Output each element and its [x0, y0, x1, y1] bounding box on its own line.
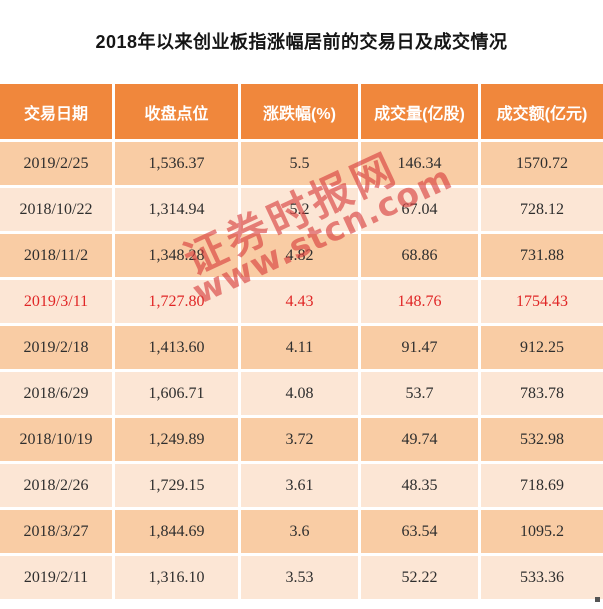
cell-turnover: 783.78	[481, 372, 603, 415]
cell-close-point: 1,348.28	[115, 234, 238, 277]
cell-change-pct: 4.82	[241, 234, 358, 277]
cell-turnover: 1570.72	[481, 142, 603, 185]
cell-volume: 68.86	[361, 234, 478, 277]
cell-close-point: 1,727.80	[115, 280, 238, 323]
table-row: 2019/2/25 1,536.37 5.5 146.34 1570.72	[0, 142, 603, 185]
cell-volume: 53.7	[361, 372, 478, 415]
selection-handle-artifact	[595, 597, 600, 602]
table-row: 2018/11/2 1,348.28 4.82 68.86 731.88	[0, 234, 603, 277]
column-header-turnover: 成交额(亿元)	[481, 84, 603, 139]
cell-trade-date: 2018/11/2	[0, 234, 112, 277]
cell-turnover: 1095.2	[481, 510, 603, 553]
cell-close-point: 1,249.89	[115, 418, 238, 461]
cell-volume: 52.22	[361, 556, 478, 599]
cell-trade-date: 2019/3/11	[0, 280, 112, 323]
cell-turnover: 1754.43	[481, 280, 603, 323]
cell-change-pct: 3.53	[241, 556, 358, 599]
cell-change-pct: 5.5	[241, 142, 358, 185]
cell-close-point: 1,413.60	[115, 326, 238, 369]
cell-volume: 63.54	[361, 510, 478, 553]
cell-turnover: 718.69	[481, 464, 603, 507]
cell-volume: 48.35	[361, 464, 478, 507]
cell-change-pct: 4.43	[241, 280, 358, 323]
cell-volume: 91.47	[361, 326, 478, 369]
column-header-trade-date: 交易日期	[0, 84, 112, 139]
table-row-highlighted: 2019/3/11 1,727.80 4.43 148.76 1754.43	[0, 280, 603, 323]
data-table: 交易日期 收盘点位 涨跌幅(%) 成交量(亿股) 成交额(亿元) 2019/2/…	[0, 84, 603, 599]
cell-turnover: 728.12	[481, 188, 603, 231]
cell-close-point: 1,316.10	[115, 556, 238, 599]
cell-volume: 148.76	[361, 280, 478, 323]
cell-change-pct: 4.08	[241, 372, 358, 415]
table-row: 2018/10/19 1,249.89 3.72 49.74 532.98	[0, 418, 603, 461]
cell-turnover: 532.98	[481, 418, 603, 461]
cell-turnover: 731.88	[481, 234, 603, 277]
cell-close-point: 1,729.15	[115, 464, 238, 507]
cell-trade-date: 2019/2/18	[0, 326, 112, 369]
table-row: 2018/10/22 1,314.94 5.2 67.04 728.12	[0, 188, 603, 231]
cell-change-pct: 3.72	[241, 418, 358, 461]
cell-volume: 49.74	[361, 418, 478, 461]
cell-change-pct: 4.11	[241, 326, 358, 369]
page-title: 2018年以来创业板指涨幅居前的交易日及成交情况	[95, 32, 508, 52]
cell-trade-date: 2018/10/22	[0, 188, 112, 231]
cell-close-point: 1,844.69	[115, 510, 238, 553]
table-row: 2018/6/29 1,606.71 4.08 53.7 783.78	[0, 372, 603, 415]
column-header-close-point: 收盘点位	[115, 84, 238, 139]
cell-change-pct: 3.61	[241, 464, 358, 507]
cell-close-point: 1,606.71	[115, 372, 238, 415]
cell-trade-date: 2018/6/29	[0, 372, 112, 415]
cell-change-pct: 3.6	[241, 510, 358, 553]
column-header-change-pct: 涨跌幅(%)	[241, 84, 358, 139]
cell-trade-date: 2018/10/19	[0, 418, 112, 461]
cell-trade-date: 2018/2/26	[0, 464, 112, 507]
cell-turnover: 912.25	[481, 326, 603, 369]
cell-trade-date: 2018/3/27	[0, 510, 112, 553]
cell-volume: 67.04	[361, 188, 478, 231]
table-row: 2018/3/27 1,844.69 3.6 63.54 1095.2	[0, 510, 603, 553]
table-header-row: 交易日期 收盘点位 涨跌幅(%) 成交量(亿股) 成交额(亿元)	[0, 84, 603, 139]
cell-trade-date: 2019/2/25	[0, 142, 112, 185]
cell-turnover: 533.36	[481, 556, 603, 599]
table-row: 2018/2/26 1,729.15 3.61 48.35 718.69	[0, 464, 603, 507]
cell-close-point: 1,314.94	[115, 188, 238, 231]
table-row: 2019/2/11 1,316.10 3.53 52.22 533.36	[0, 556, 603, 599]
table-row: 2019/2/18 1,413.60 4.11 91.47 912.25	[0, 326, 603, 369]
cell-close-point: 1,536.37	[115, 142, 238, 185]
cell-change-pct: 5.2	[241, 188, 358, 231]
cell-volume: 146.34	[361, 142, 478, 185]
cell-trade-date: 2019/2/11	[0, 556, 112, 599]
column-header-volume: 成交量(亿股)	[361, 84, 478, 139]
